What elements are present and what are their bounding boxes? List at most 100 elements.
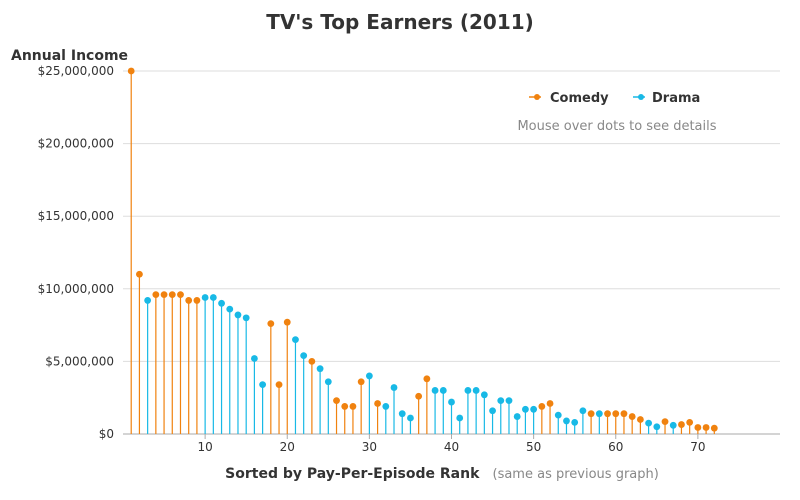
drama-point[interactable]: Drama #34: $1,400,000 bbox=[398, 410, 406, 418]
drama-point[interactable]: Drama #55: $800,000 bbox=[571, 418, 579, 426]
comedy-point[interactable]: Comedy #27: $1,900,000 bbox=[341, 403, 349, 410]
drama-point[interactable]: Drama #46: $2,300,000 bbox=[497, 397, 505, 405]
chart-title: TV's Top Earners (2011) bbox=[266, 10, 534, 34]
drama-point[interactable]: Drama #10: $9,400,000 bbox=[201, 294, 209, 301]
drama-point[interactable]: Drama #40: $2,200,000 bbox=[448, 398, 455, 406]
comedy-point[interactable]: Comedy #31: $2,100,000 bbox=[374, 400, 381, 407]
drama-point[interactable]: Drama #11: $9,400,000 bbox=[209, 294, 217, 301]
drama-point[interactable]: Drama #67: $600,000 bbox=[669, 421, 677, 429]
comedy-point[interactable]: Comedy #72: $400,000 bbox=[710, 424, 718, 432]
drama-point[interactable]: Drama #3: $9,200,000 bbox=[144, 297, 152, 304]
drama-point[interactable]: Drama #44: $2,700,000 bbox=[480, 391, 488, 399]
comedy-point[interactable]: Comedy #36: $2,600,000 bbox=[415, 392, 423, 400]
comedy-point[interactable]: Comedy #28: $1,900,000 bbox=[349, 403, 357, 410]
drama-point[interactable]: Drama #43: $3,000,000 bbox=[472, 387, 480, 394]
comedy-point[interactable]: Comedy #37: $3,800,000 bbox=[423, 375, 431, 383]
comedy-point[interactable]: Comedy #62: $1,200,000 bbox=[628, 413, 636, 420]
legend[interactable]: Comedy Drama bbox=[529, 91, 700, 106]
legend-comedy-label: Comedy bbox=[550, 91, 609, 106]
comedy-point[interactable]: Comedy #61: $1,400,000 bbox=[620, 410, 628, 418]
legend-item-comedy[interactable]: Comedy bbox=[529, 91, 609, 106]
drama-point[interactable]: Drama #14: $8,200,000 bbox=[234, 311, 242, 319]
y-tick-label: $25,000,000 bbox=[38, 64, 114, 78]
comedy-point[interactable]: Comedy #29: $3,600,000 bbox=[357, 378, 365, 386]
comedy-point[interactable]: Comedy #51: $1,900,000 bbox=[538, 403, 546, 410]
comedy-point[interactable]: Comedy #18: $7,600,000 bbox=[267, 320, 275, 328]
drama-point[interactable]: Drama #39: $3,000,000 bbox=[439, 387, 447, 394]
comedy-point[interactable]: Comedy #71: $450,000 bbox=[702, 424, 710, 431]
comedy-point[interactable]: Comedy #7: $9,600,000 bbox=[177, 291, 184, 299]
y-tick-label: $20,000,000 bbox=[38, 137, 114, 151]
comedy-point[interactable]: Comedy #59: $1,400,000 bbox=[604, 410, 611, 418]
drama-point[interactable]: Drama #47: $2,300,000 bbox=[505, 397, 513, 405]
drama-point[interactable]: Drama #24: $4,500,000 bbox=[316, 365, 324, 373]
y-tick-label: $0 bbox=[99, 427, 114, 441]
drama-point[interactable]: Drama #54: $900,000 bbox=[563, 417, 570, 425]
drama-point[interactable]: Drama #22: $5,400,000 bbox=[300, 352, 308, 359]
legend-item-drama[interactable]: Drama bbox=[633, 91, 700, 106]
x-axis-label: Sorted by Pay-Per-Episode Rank bbox=[225, 466, 480, 482]
drama-point[interactable]: Drama #33: $3,200,000 bbox=[390, 384, 398, 391]
drama-point[interactable]: Drama #41: $1,100,000 bbox=[456, 414, 464, 422]
comedy-point[interactable]: Comedy #6: $9,600,000 bbox=[168, 291, 176, 299]
legend-comedy-swatch-dot bbox=[534, 94, 540, 100]
x-axis-ticks: 10 20 30 40 50 60 70 bbox=[197, 434, 706, 454]
comedy-point[interactable]: Comedy #69: $800,000 bbox=[686, 418, 694, 426]
drama-point[interactable]: Drama #21: $6,500,000 bbox=[292, 336, 299, 344]
drama-point[interactable]: Drama #12: $9,000,000 bbox=[218, 299, 225, 307]
drama-point[interactable]: Drama #56: $1,600,000 bbox=[579, 407, 587, 415]
comedy-point[interactable]: Comedy #20: $7,700,000 bbox=[283, 318, 291, 326]
comedy-point[interactable]: Comedy #2: $11,000,000 bbox=[136, 270, 143, 278]
x-axis-label-group: Sorted by Pay-Per-Episode Rank (same as … bbox=[225, 463, 659, 482]
legend-drama-swatch-dot bbox=[638, 94, 644, 100]
drama-point[interactable]: Drama #50: $1,700,000 bbox=[530, 405, 538, 413]
x-tick-label: 30 bbox=[362, 440, 377, 454]
comedy-point[interactable]: Comedy #26: $2,300,000 bbox=[333, 397, 340, 405]
x-tick-label: 40 bbox=[444, 440, 459, 454]
comedy-point[interactable]: Comedy #23: $5,000,000 bbox=[308, 358, 316, 365]
drama-point[interactable]: Drama #65: $500,000 bbox=[653, 423, 661, 431]
drama-point[interactable]: Drama #64: $750,000 bbox=[645, 419, 652, 427]
drama-point[interactable]: Drama #25: $3,600,000 bbox=[324, 378, 332, 386]
drama-point[interactable]: Drama #30: $4,000,000 bbox=[365, 372, 373, 380]
comedy-point[interactable]: Comedy #1: $25,000,000 bbox=[127, 67, 135, 75]
comedy-point[interactable]: Comedy #19: $3,400,000 bbox=[275, 381, 283, 389]
x-tick-label: 70 bbox=[690, 440, 705, 454]
drama-point[interactable]: Drama #32: $1,900,000 bbox=[382, 403, 390, 410]
drama-point[interactable]: Drama #48: $1,200,000 bbox=[513, 413, 521, 420]
drama-point[interactable]: Drama #45: $1,600,000 bbox=[489, 407, 496, 415]
comedy-point[interactable]: Comedy #66: $850,000 bbox=[661, 418, 669, 426]
drama-point[interactable]: Drama #35: $1,100,000 bbox=[407, 414, 414, 422]
comedy-point[interactable]: Comedy #60: $1,400,000 bbox=[612, 410, 620, 418]
drama-point[interactable]: Drama #49: $1,700,000 bbox=[522, 405, 529, 413]
comedy-point[interactable]: Comedy #70: $450,000 bbox=[694, 424, 702, 431]
y-axis-ticks: $0 $5,000,000 $10,000,000 $15,000,000 $20,00… bbox=[38, 64, 114, 441]
comedy-point[interactable]: Comedy #68: $650,000 bbox=[678, 421, 685, 428]
comedy-point[interactable]: Comedy #4: $9,600,000 bbox=[152, 291, 160, 299]
drama-point[interactable]: Drama #38: $3,000,000 bbox=[431, 387, 439, 394]
legend-drama-label: Drama bbox=[652, 91, 700, 106]
drama-point[interactable]: Drama #13: $8,600,000 bbox=[226, 305, 234, 313]
x-axis-note: (same as previous graph) bbox=[493, 467, 659, 482]
x-tick-label: 50 bbox=[526, 440, 541, 454]
drama-point[interactable]: Drama #58: $1,400,000 bbox=[595, 410, 603, 418]
x-tick-label: 60 bbox=[608, 440, 623, 454]
data-marks[interactable]: Comedy #1: $25,000,000 Comedy #2: $11,000… bbox=[127, 67, 718, 434]
comedy-point[interactable]: Comedy #57: $1,400,000 bbox=[587, 410, 595, 418]
hover-hint: Mouse over dots to see details bbox=[517, 119, 716, 134]
comedy-point[interactable]: Comedy #9: $9,200,000 bbox=[193, 297, 201, 304]
drama-point[interactable]: Drama #15: $8,000,000 bbox=[242, 314, 250, 322]
y-tick-label: $10,000,000 bbox=[38, 282, 114, 296]
comedy-point[interactable]: Comedy #8: $9,200,000 bbox=[185, 297, 193, 304]
x-tick-label: 20 bbox=[280, 440, 295, 454]
drama-point[interactable]: Drama #42: $3,000,000 bbox=[464, 387, 472, 394]
drama-point[interactable]: Drama #17: $3,400,000 bbox=[259, 381, 267, 389]
comedy-point[interactable]: Comedy #52: $2,100,000 bbox=[546, 400, 554, 407]
y-tick-label: $5,000,000 bbox=[45, 354, 114, 368]
drama-point[interactable]: Drama #53: $1,300,000 bbox=[554, 411, 562, 419]
comedy-point[interactable]: Comedy #63: $1,000,000 bbox=[636, 416, 644, 423]
comedy-point[interactable]: Comedy #5: $9,600,000 bbox=[160, 291, 168, 299]
drama-point[interactable]: Drama #16: $5,200,000 bbox=[251, 355, 258, 362]
y-tick-label: $15,000,000 bbox=[38, 209, 114, 223]
